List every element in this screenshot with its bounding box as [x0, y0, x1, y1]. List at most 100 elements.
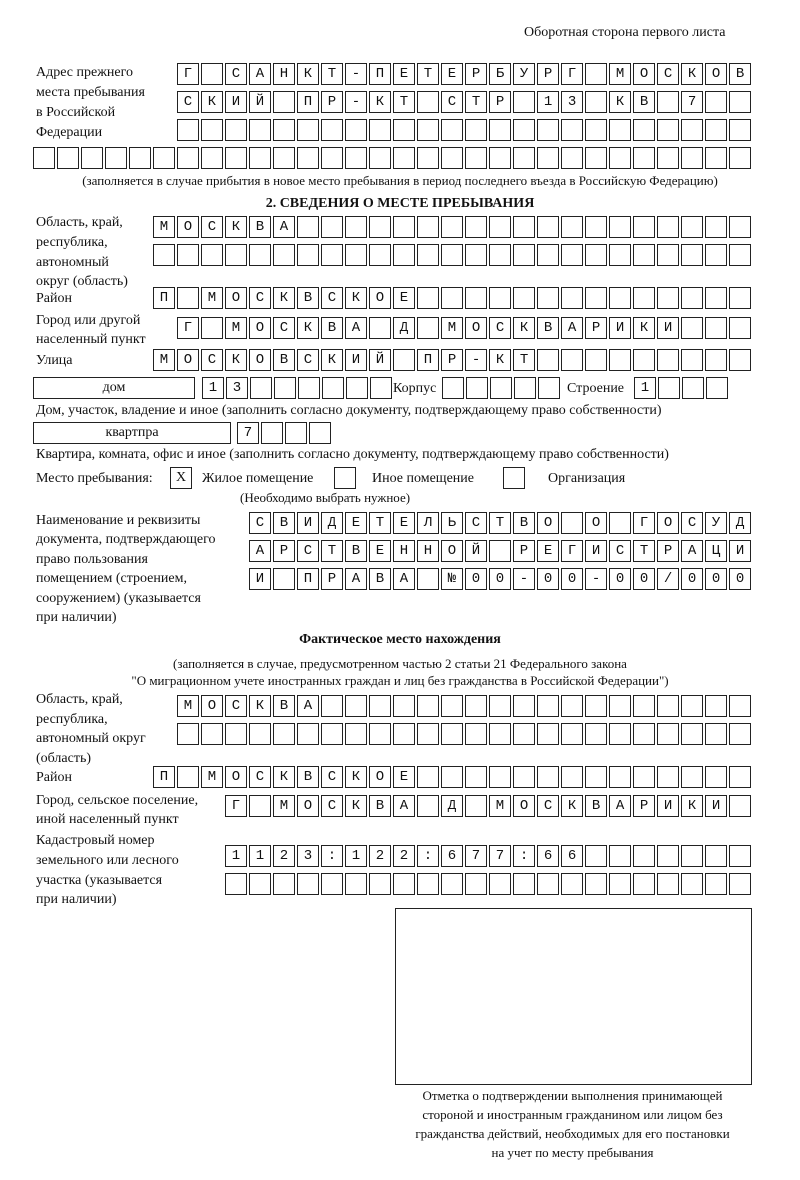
char-box[interactable] — [465, 63, 487, 85]
char-box[interactable] — [369, 317, 391, 339]
char-box[interactable] — [681, 695, 703, 717]
char-box[interactable] — [465, 873, 487, 895]
char-box[interactable] — [417, 540, 439, 562]
char-box[interactable] — [513, 287, 535, 309]
char-box[interactable] — [729, 695, 751, 717]
char-box[interactable] — [465, 766, 487, 788]
char-box[interactable] — [585, 349, 607, 371]
char-box[interactable] — [369, 873, 391, 895]
char-box[interactable] — [393, 287, 415, 309]
char-box[interactable] — [393, 873, 415, 895]
char-box[interactable] — [417, 119, 439, 141]
char-box[interactable] — [345, 568, 367, 590]
char-box[interactable] — [465, 147, 487, 169]
char-box[interactable] — [417, 63, 439, 85]
char-box[interactable] — [513, 512, 535, 534]
char-box[interactable] — [465, 512, 487, 534]
char-box[interactable] — [417, 244, 439, 266]
char-box[interactable] — [657, 540, 679, 562]
char-box[interactable] — [465, 287, 487, 309]
char-box[interactable] — [537, 568, 559, 590]
char-box[interactable] — [681, 873, 703, 895]
char-box[interactable] — [417, 317, 439, 339]
char-box[interactable] — [609, 568, 631, 590]
char-box[interactable] — [297, 845, 319, 867]
char-box[interactable] — [705, 695, 727, 717]
char-box[interactable] — [345, 766, 367, 788]
char-box[interactable] — [489, 512, 511, 534]
char-box[interactable] — [201, 119, 223, 141]
char-box[interactable] — [441, 244, 463, 266]
char-box[interactable] — [225, 873, 247, 895]
char-box[interactable] — [585, 795, 607, 817]
char-box[interactable] — [489, 91, 511, 113]
char-box[interactable] — [633, 216, 655, 238]
char-box[interactable] — [729, 119, 751, 141]
char-box[interactable] — [274, 377, 296, 399]
char-box[interactable] — [321, 723, 343, 745]
char-box[interactable] — [729, 63, 751, 85]
char-box[interactable] — [705, 244, 727, 266]
char-box[interactable] — [321, 244, 343, 266]
char-box[interactable] — [369, 766, 391, 788]
char-box[interactable] — [226, 377, 248, 399]
char-box[interactable] — [441, 317, 463, 339]
char-box[interactable] — [705, 91, 727, 113]
char-box[interactable] — [321, 317, 343, 339]
char-box[interactable] — [489, 317, 511, 339]
char-box[interactable] — [466, 377, 488, 399]
char-box[interactable] — [225, 695, 247, 717]
char-box[interactable] — [369, 695, 391, 717]
char-box[interactable] — [513, 873, 535, 895]
char-box[interactable] — [705, 540, 727, 562]
char-box[interactable] — [729, 795, 751, 817]
char-box[interactable] — [249, 244, 271, 266]
char-box[interactable] — [561, 216, 583, 238]
char-box[interactable] — [345, 795, 367, 817]
char-box[interactable] — [225, 119, 247, 141]
char-box[interactable] — [633, 147, 655, 169]
char-box[interactable] — [465, 317, 487, 339]
char-box[interactable] — [537, 723, 559, 745]
char-box[interactable] — [225, 795, 247, 817]
char-box[interactable] — [585, 845, 607, 867]
char-box[interactable] — [561, 873, 583, 895]
char-box[interactable] — [153, 147, 175, 169]
char-box[interactable] — [489, 723, 511, 745]
char-box[interactable] — [273, 795, 295, 817]
char-box[interactable] — [273, 766, 295, 788]
char-box[interactable] — [297, 512, 319, 534]
flat-type-field[interactable]: квартпра — [33, 422, 231, 444]
char-box[interactable] — [273, 695, 295, 717]
char-box[interactable] — [177, 723, 199, 745]
char-box[interactable] — [297, 63, 319, 85]
char-box[interactable] — [201, 147, 223, 169]
char-box[interactable] — [177, 695, 199, 717]
char-box[interactable] — [393, 244, 415, 266]
char-box[interactable] — [681, 568, 703, 590]
char-box[interactable] — [441, 147, 463, 169]
char-box[interactable] — [585, 512, 607, 534]
char-box[interactable] — [250, 377, 272, 399]
char-box[interactable] — [705, 512, 727, 534]
char-box[interactable] — [489, 540, 511, 562]
char-box[interactable] — [321, 568, 343, 590]
char-box[interactable] — [657, 216, 679, 238]
char-box[interactable] — [634, 377, 656, 399]
char-box[interactable] — [681, 147, 703, 169]
char-box[interactable] — [513, 349, 535, 371]
char-box[interactable] — [537, 795, 559, 817]
char-box[interactable] — [441, 216, 463, 238]
char-box[interactable] — [513, 317, 535, 339]
char-box[interactable] — [345, 91, 367, 113]
char-box[interactable] — [681, 119, 703, 141]
char-box[interactable] — [297, 766, 319, 788]
char-box[interactable] — [441, 568, 463, 590]
char-box[interactable] — [609, 216, 631, 238]
char-box[interactable] — [513, 540, 535, 562]
char-box[interactable] — [561, 695, 583, 717]
char-box[interactable] — [441, 695, 463, 717]
char-box[interactable] — [345, 723, 367, 745]
char-box[interactable] — [609, 244, 631, 266]
char-box[interactable] — [441, 63, 463, 85]
